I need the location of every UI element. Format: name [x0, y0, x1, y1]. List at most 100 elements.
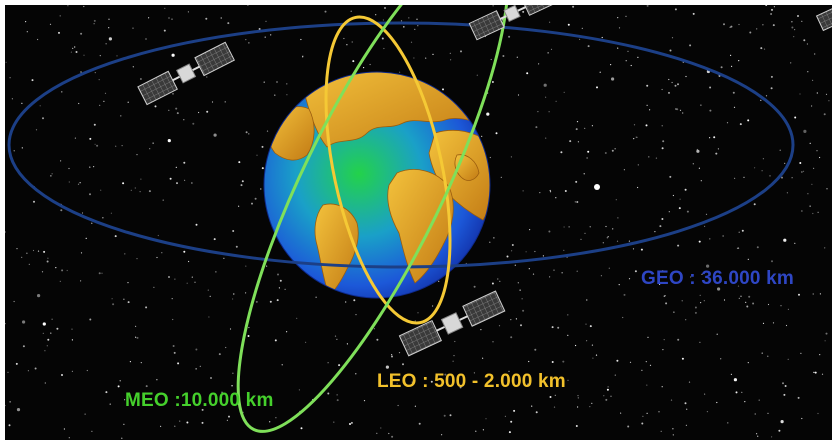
star: [486, 112, 490, 116]
star: [32, 249, 35, 252]
star: [162, 199, 164, 201]
star: [275, 417, 277, 419]
star: [563, 249, 565, 251]
star: [9, 77, 11, 79]
star: [21, 256, 23, 258]
star: [482, 429, 484, 431]
star: [682, 112, 684, 114]
star: [817, 211, 819, 213]
star: [596, 86, 598, 89]
star: [668, 91, 670, 94]
geo-orbit-back: [7, 21, 795, 146]
star: [77, 183, 80, 185]
star: [245, 131, 248, 134]
star: [801, 210, 803, 212]
star: [731, 65, 733, 67]
star: [495, 132, 498, 135]
star: [661, 88, 663, 91]
star: [417, 312, 419, 314]
star: [685, 75, 687, 78]
star: [135, 325, 137, 327]
star: [224, 101, 226, 103]
star: [258, 28, 261, 30]
star: [549, 191, 552, 193]
star: [55, 267, 57, 269]
star: [120, 115, 122, 117]
star: [210, 377, 212, 379]
star: [201, 421, 204, 424]
star: [692, 12, 695, 15]
star: [761, 170, 763, 172]
star: [127, 101, 129, 103]
star: [665, 302, 668, 305]
star: [602, 242, 604, 244]
star: [752, 302, 755, 305]
star: [42, 117, 44, 120]
star: [11, 98, 13, 100]
star: [215, 271, 217, 273]
star: [452, 360, 454, 362]
star: [779, 149, 781, 151]
star: [592, 357, 594, 359]
star: [809, 142, 811, 144]
star: [194, 281, 196, 283]
star: [616, 240, 619, 242]
star: [648, 156, 650, 158]
star: [94, 143, 96, 145]
star: [733, 106, 736, 108]
star: [617, 47, 619, 49]
star: [490, 58, 492, 61]
star: [269, 300, 272, 303]
star: [66, 269, 68, 272]
star: [681, 300, 683, 302]
star: [671, 81, 673, 84]
star: [50, 175, 52, 177]
star: [713, 136, 716, 139]
star: [511, 250, 513, 252]
star: [160, 425, 162, 427]
star: [245, 292, 247, 294]
star: [198, 111, 200, 114]
star: [749, 31, 752, 34]
star: [567, 334, 569, 336]
meo-orbit-label: MEO :10.000 km: [125, 390, 274, 411]
star: [557, 326, 560, 329]
star: [98, 272, 101, 275]
star: [658, 411, 660, 413]
star: [327, 362, 329, 364]
star: [819, 156, 821, 159]
star: [677, 83, 679, 86]
star: [300, 38, 302, 41]
star: [89, 318, 92, 321]
star: [737, 285, 740, 287]
star: [704, 393, 706, 395]
star: [654, 231, 656, 233]
star: [629, 361, 632, 363]
star: [584, 232, 586, 234]
star: [161, 252, 163, 254]
star: [186, 421, 189, 424]
star: [685, 424, 688, 426]
star: [738, 231, 740, 233]
star: [223, 257, 225, 259]
star: [89, 137, 92, 140]
star: [689, 44, 692, 47]
star: [534, 250, 536, 253]
star: [614, 374, 616, 376]
star: [454, 340, 456, 343]
star: [186, 282, 188, 284]
star: [489, 241, 491, 243]
star: [475, 430, 477, 432]
star: [56, 327, 59, 330]
star: [696, 149, 700, 153]
star: [174, 425, 176, 427]
star: [538, 63, 540, 65]
star: [608, 267, 610, 269]
star: [333, 421, 335, 423]
star: [517, 282, 519, 284]
star: [511, 244, 514, 246]
star: [385, 365, 389, 369]
star: [811, 105, 813, 107]
star: [248, 326, 250, 329]
star: [778, 429, 781, 432]
